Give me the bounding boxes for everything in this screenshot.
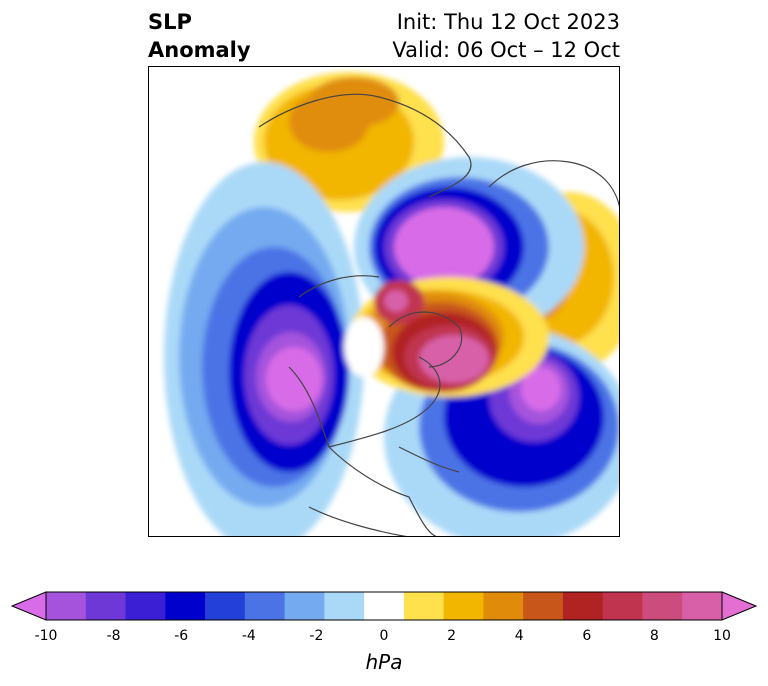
colorbar-cell <box>562 592 604 620</box>
colorbar-cell <box>46 592 87 620</box>
colorbar-cell <box>244 592 286 620</box>
colorbar-tick-label: -8 <box>106 628 121 644</box>
colorbar-extend-min <box>10 591 47 621</box>
colorbar-cell <box>205 592 246 620</box>
colorbar-tick-label: 4 <box>514 628 524 644</box>
colorbar-tick-label: 6 <box>582 628 592 644</box>
colorbar-tick-label: 10 <box>713 628 731 644</box>
chart-title: SLP Anomaly <box>148 8 251 64</box>
colorbar-cell <box>682 592 723 620</box>
valid-period: Valid: 06 Oct – 12 Oct <box>392 38 620 62</box>
colorbar-cell <box>364 592 405 620</box>
coastlines <box>258 93 619 536</box>
colorbar-cell <box>523 592 564 620</box>
colorbar-tick-label: 0 <box>379 628 389 644</box>
colorbar-cell <box>85 592 127 620</box>
colorbar-extend-max <box>721 591 758 621</box>
colorbar-cell <box>602 592 643 620</box>
colorbar-cell <box>165 592 206 620</box>
colorbar-tick-label: -6 <box>174 628 189 644</box>
init-time: Init: Thu 12 Oct 2023 <box>396 10 620 34</box>
colorbar-cell <box>443 592 484 620</box>
barents-low-anomaly <box>354 157 584 337</box>
colorbar-tick-label: -4 <box>241 628 256 644</box>
colorbar-tick-label: 2 <box>447 628 457 644</box>
colorbar-cell <box>125 592 166 620</box>
colorbar-tick-label: 8 <box>649 628 659 644</box>
colorbar-tick-label: -10 <box>34 628 58 644</box>
colorbar-cell <box>483 592 524 620</box>
slp-anomaly-map <box>148 66 620 537</box>
colorbar-cell <box>403 592 445 620</box>
colorbar <box>10 591 758 621</box>
title-slp: SLP <box>148 10 192 34</box>
gulf-of-alaska-low-anomaly <box>164 162 364 536</box>
colorbar-cell <box>642 592 683 620</box>
run-info: Init: Thu 12 Oct 2023 Valid: 06 Oct – 12… <box>392 8 620 64</box>
colorbar-units: hPa <box>365 650 403 674</box>
colorbar-tick-label: -2 <box>309 628 324 644</box>
colorbar-cell <box>324 592 365 620</box>
arctic-neutral <box>344 317 384 377</box>
title-anomaly: Anomaly <box>148 38 251 62</box>
greenland-high-anomaly <box>349 277 549 397</box>
colorbar-cell <box>284 592 325 620</box>
